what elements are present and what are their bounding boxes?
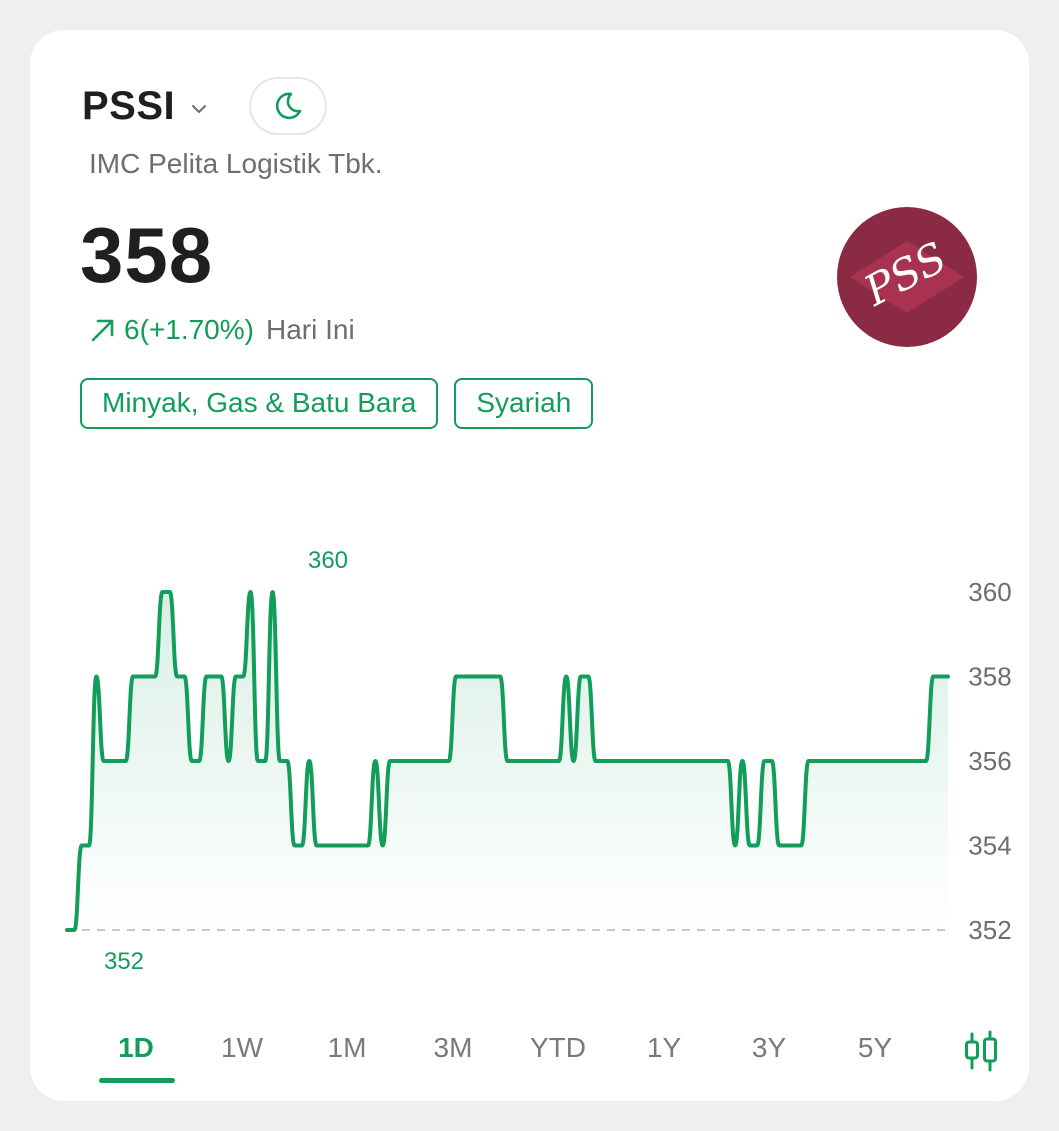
period-1w[interactable]: 1W <box>221 1032 263 1063</box>
stock-card: PSSI IMC Pelita Logistik Tbk. 358 6(+1.7… <box>30 30 1029 1101</box>
price-chart[interactable]: 360 358 356 354 352 360 352 <box>60 510 1040 990</box>
period-3y[interactable]: 3Y <box>751 1032 787 1063</box>
night-mode-button[interactable] <box>249 77 327 135</box>
change-period-label: Hari Ini <box>265 314 355 345</box>
change-value: 6(+1.70%) <box>124 314 254 345</box>
y-tick-label: 352 <box>968 915 1011 945</box>
current-price: 358 <box>80 211 214 299</box>
ticker-symbol: PSSI <box>82 84 176 128</box>
period-1d[interactable]: 1D <box>118 1032 154 1063</box>
tag-list: Minyak, Gas & Batu Bara Syariah <box>80 378 594 429</box>
tag-sector[interactable]: Minyak, Gas & Batu Bara <box>80 378 439 429</box>
tag-syariah[interactable]: Syariah <box>454 378 594 429</box>
period-ytd[interactable]: YTD <box>530 1032 586 1063</box>
high-label: 360 <box>308 547 348 574</box>
company-logo: PSS <box>837 207 977 347</box>
y-tick-label: 356 <box>968 746 1011 776</box>
y-tick-label: 358 <box>968 662 1011 692</box>
period-selector: 1D 1W 1M 3M YTD 1Y 3Y 5Y <box>60 1020 1059 1090</box>
moon-icon <box>275 92 302 120</box>
price-change: 6(+1.70%) Hari Ini <box>88 314 355 346</box>
chevron-down-icon <box>192 104 207 113</box>
candlestick-chart-icon[interactable] <box>963 1030 999 1072</box>
low-label: 352 <box>104 948 144 975</box>
y-tick-label: 360 <box>968 577 1011 607</box>
period-1y[interactable]: 1Y <box>646 1032 682 1063</box>
price-line <box>65 590 950 932</box>
period-3m[interactable]: 3M <box>433 1032 473 1063</box>
arrow-up-right-icon <box>91 319 114 342</box>
ticker-selector[interactable]: PSSI <box>82 84 209 129</box>
y-tick-label: 354 <box>968 831 1011 861</box>
company-name: IMC Pelita Logistik Tbk. <box>89 148 383 179</box>
period-5y[interactable]: 5Y <box>857 1032 893 1063</box>
active-period-underline <box>99 1078 175 1083</box>
period-1m[interactable]: 1M <box>327 1032 367 1063</box>
